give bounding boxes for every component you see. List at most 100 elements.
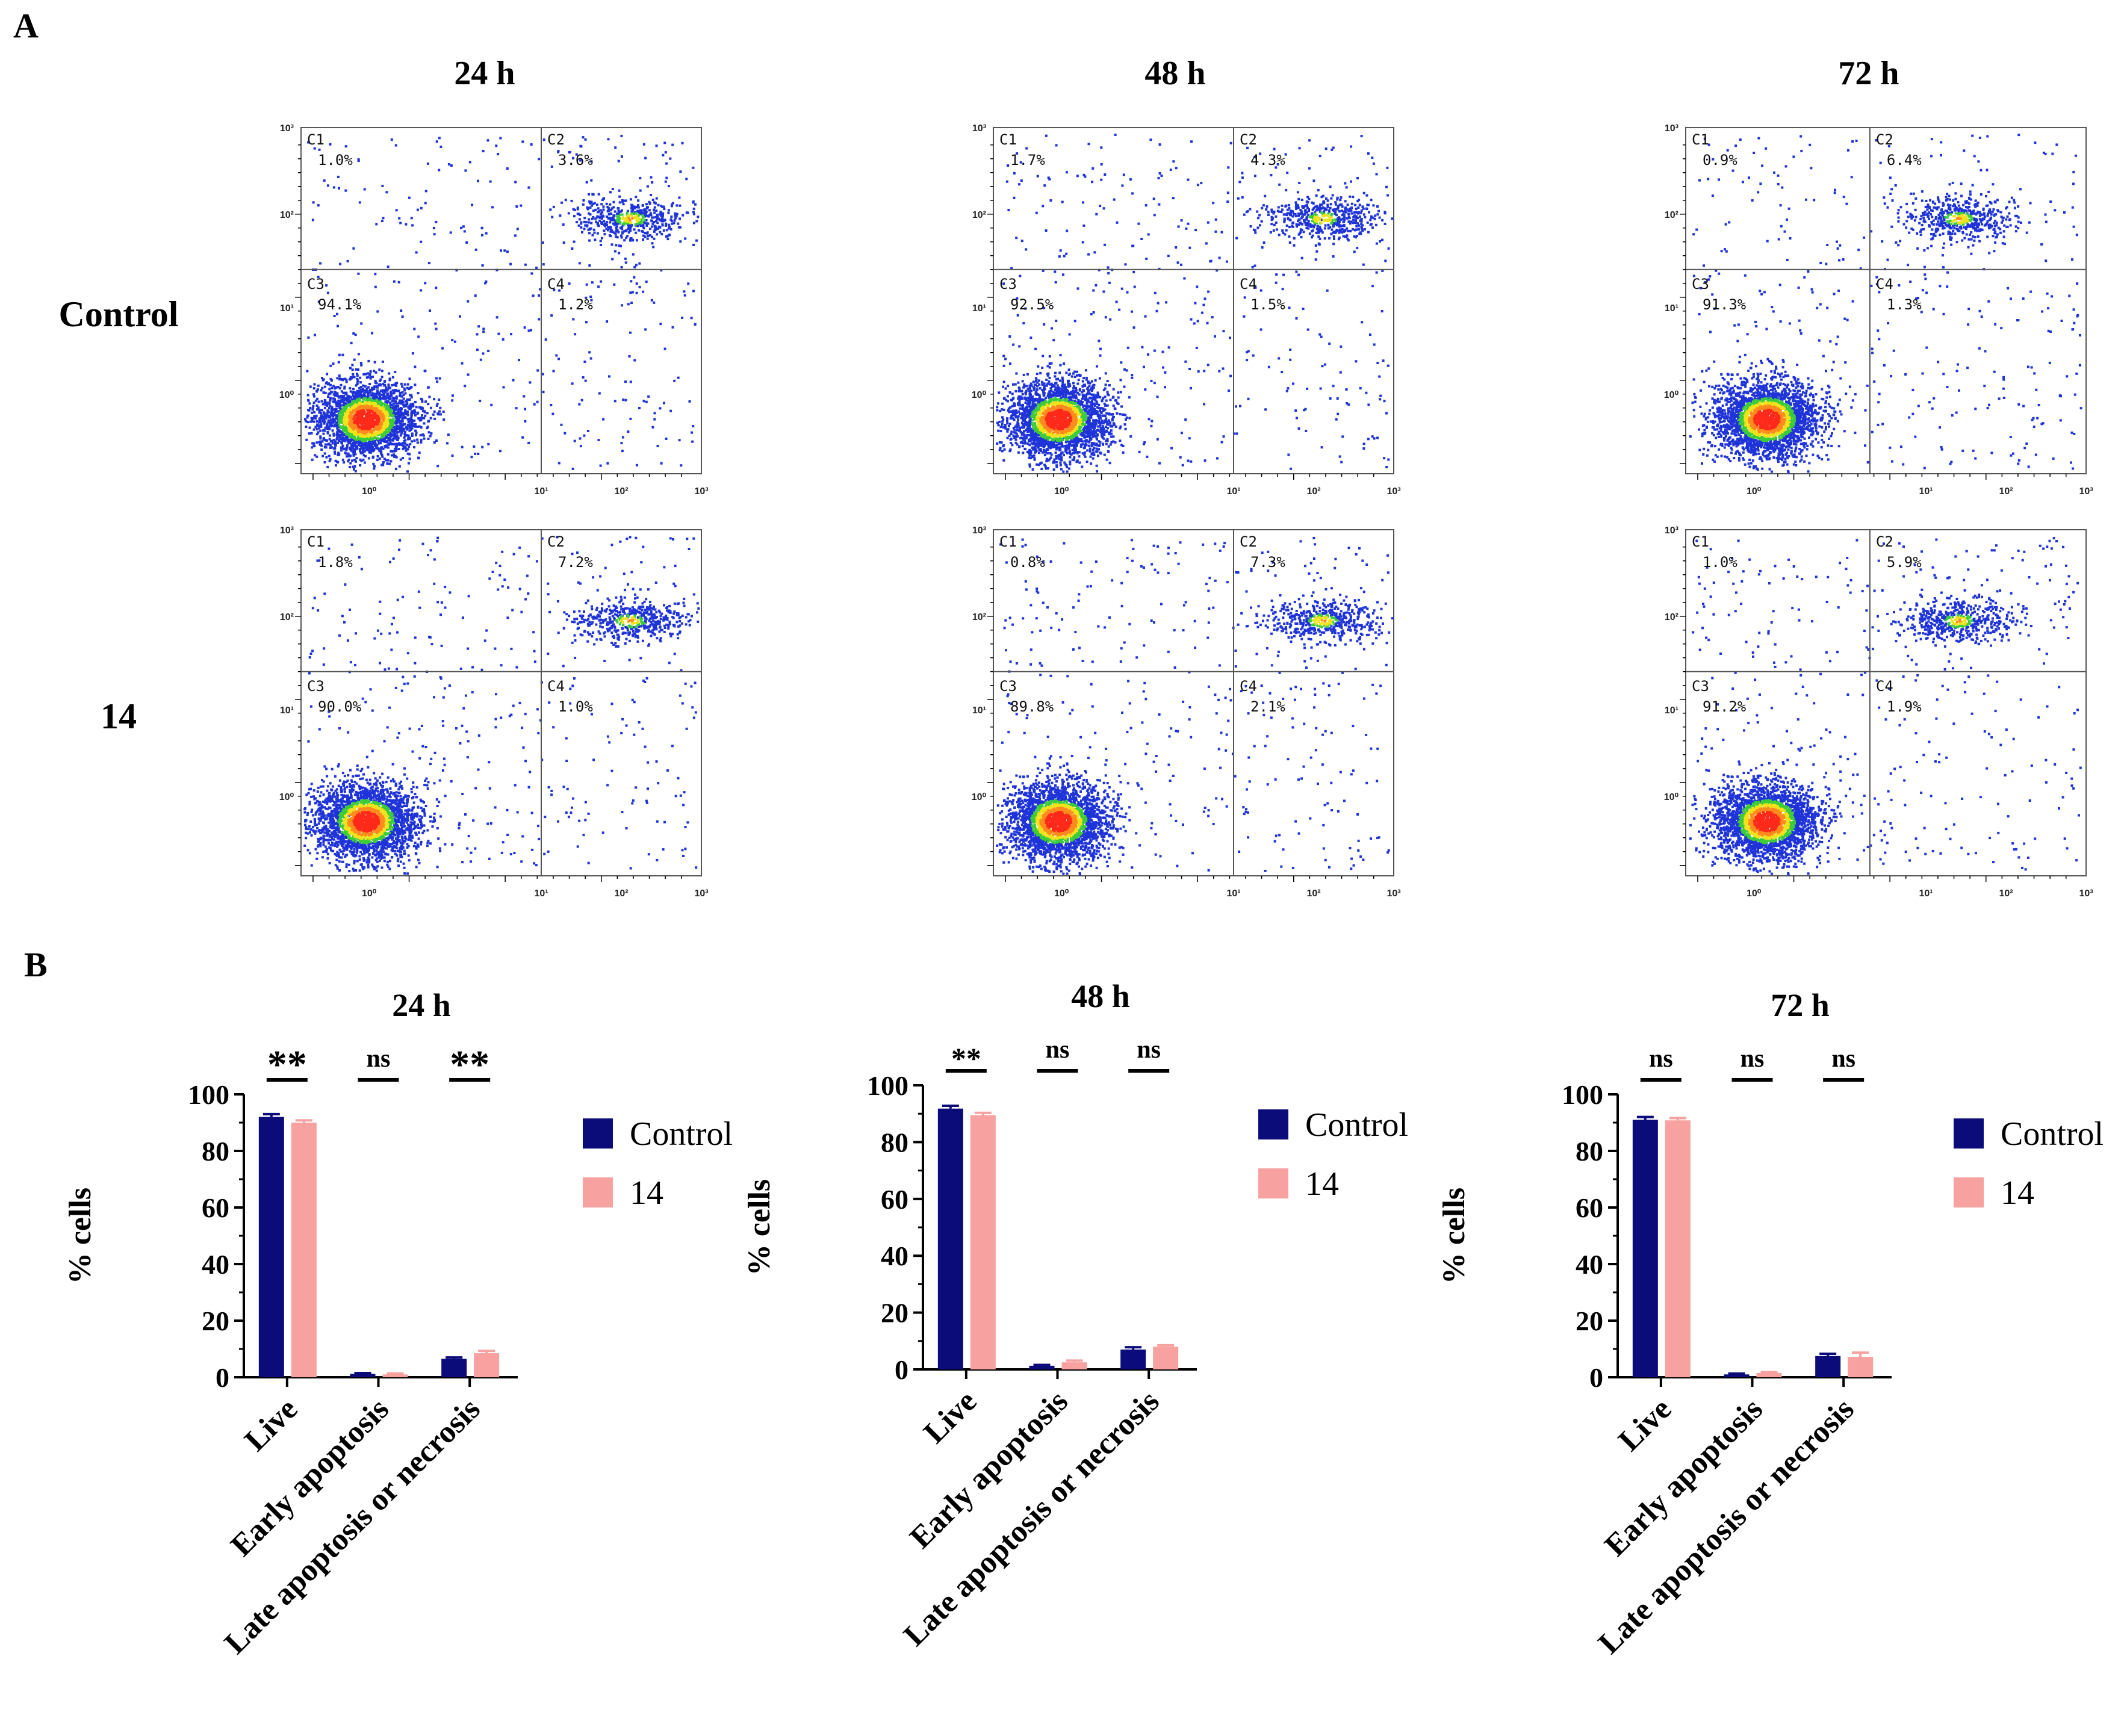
flow-event-dot xyxy=(328,388,331,391)
flow-event-dot xyxy=(376,437,379,439)
flow-event-dot xyxy=(1305,430,1307,432)
flow-event-dot xyxy=(590,179,592,182)
flow-event-dot xyxy=(1347,403,1350,406)
flow-event-dot xyxy=(608,375,610,377)
flow-event-dot xyxy=(1003,409,1005,411)
flow-event-dot xyxy=(1116,301,1118,303)
flow-event-dot xyxy=(1087,382,1090,384)
flow-event-dot xyxy=(542,391,545,393)
flow-event-dot xyxy=(340,449,343,451)
flow-event-dot xyxy=(358,158,360,161)
flow-event-dot xyxy=(438,169,440,172)
flow-event-dot xyxy=(348,459,350,461)
flow-event-dot xyxy=(1328,237,1331,240)
flow-event-dot xyxy=(656,197,658,200)
flow-event-dot xyxy=(1055,144,1058,146)
flow-event-dot xyxy=(621,214,624,216)
flow-event-dot xyxy=(1095,450,1098,453)
flow-event-dot xyxy=(1341,205,1344,208)
flow-event-dot xyxy=(323,430,326,432)
flow-event-dot xyxy=(1121,184,1123,187)
flow-event-dot xyxy=(1297,198,1300,200)
flow-event-dot xyxy=(315,390,318,392)
flow-event-dot xyxy=(380,446,383,448)
flow-event-dot xyxy=(329,365,332,367)
flow-event-dot xyxy=(387,397,389,399)
flow-event-dot xyxy=(344,190,347,192)
flow-event-dot xyxy=(1132,271,1135,273)
flow-event-dot xyxy=(1162,367,1164,369)
flow-event-dot xyxy=(1083,174,1085,176)
flow-event-dot xyxy=(651,181,653,184)
flow-event-dot xyxy=(1098,339,1100,342)
flow-event-dot xyxy=(341,354,344,356)
flow-event-dot xyxy=(681,317,683,319)
flow-event-dot xyxy=(585,221,588,223)
flow-event-dot xyxy=(1109,318,1111,321)
flow-event-dot xyxy=(669,410,672,412)
flow-event-dot xyxy=(1355,217,1357,220)
flow-event-dot xyxy=(1095,213,1098,215)
flow-event-dot xyxy=(538,158,540,160)
flow-event-dot xyxy=(1309,232,1311,235)
flow-event-dot xyxy=(406,387,409,389)
flow-event-dot xyxy=(1250,225,1252,228)
flow-event-dot xyxy=(630,302,633,304)
flow-event-dot xyxy=(1107,266,1110,268)
flow-event-dot xyxy=(589,202,591,205)
flow-event-dot xyxy=(1323,202,1325,204)
flow-event-dot xyxy=(337,452,340,454)
flow-event-dot xyxy=(480,359,482,361)
flow-event-dot xyxy=(1381,219,1383,222)
flow-event-dot xyxy=(644,219,646,222)
flow-event-dot xyxy=(664,348,666,350)
flow-event-dot xyxy=(474,294,477,297)
flow-event-dot xyxy=(408,462,410,465)
flow-event-dot xyxy=(1052,339,1055,341)
flow-event-dot xyxy=(1359,231,1362,234)
flow-event-dot xyxy=(1326,290,1329,292)
flow-event-dot xyxy=(475,249,477,251)
flow-event-dot xyxy=(1102,291,1105,293)
flow-event-dot xyxy=(374,386,376,388)
flow-event-dot xyxy=(1301,257,1303,259)
flow-event-dot xyxy=(305,426,307,428)
flow-event-dot xyxy=(1072,387,1075,389)
flow-event-dot xyxy=(482,150,485,152)
flow-event-dot xyxy=(1019,398,1021,400)
flow-event-dot xyxy=(364,188,366,191)
flow-event-dot xyxy=(1055,378,1058,380)
flow-event-dot xyxy=(340,384,343,386)
flow-event-dot xyxy=(1021,441,1023,443)
flow-event-dot xyxy=(1104,244,1106,246)
flow-event-dot xyxy=(614,146,616,149)
flow-event-dot xyxy=(388,373,390,375)
flow-event-dot xyxy=(318,424,320,427)
flow-event-dot xyxy=(1205,242,1208,244)
flow-event-dot xyxy=(1017,382,1019,384)
flow-event-dot xyxy=(645,225,648,227)
flow-event-dot xyxy=(1128,417,1131,420)
flow-event-dot xyxy=(1101,163,1103,166)
flow-event-dot xyxy=(1273,212,1275,215)
flow-event-dot xyxy=(603,220,605,223)
flow-event-dot xyxy=(1016,429,1018,432)
flow-event-dot xyxy=(1344,208,1346,211)
flow-event-dot xyxy=(1301,199,1303,201)
flow-event-dot xyxy=(1110,435,1113,438)
flow-event-dot xyxy=(1066,471,1069,473)
flow-event-dot xyxy=(426,427,429,429)
flow-event-dot xyxy=(1025,385,1028,387)
flow-event-dot xyxy=(686,211,688,214)
flow-event-dot xyxy=(1096,406,1099,409)
flow-event-dot xyxy=(618,196,621,198)
flow-event-dot xyxy=(1036,385,1039,388)
flow-event-dot xyxy=(346,418,349,420)
flow-event-dot xyxy=(424,202,427,204)
flow-event-dot xyxy=(692,200,695,203)
flow-event-dot xyxy=(1131,311,1133,313)
flow-event-dot xyxy=(1355,225,1358,228)
flow-event-dot xyxy=(520,205,522,207)
flow-event-dot xyxy=(1352,219,1355,222)
flow-event-dot xyxy=(1202,304,1205,306)
